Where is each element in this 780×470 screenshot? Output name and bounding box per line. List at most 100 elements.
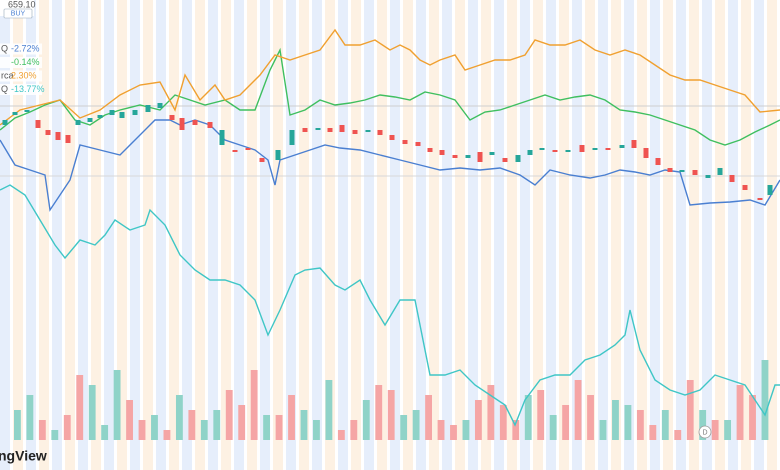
stripe	[754, 0, 764, 470]
stripe	[637, 0, 647, 470]
volume-bar	[63, 415, 71, 440]
volume-bar	[612, 400, 619, 440]
legend-bg	[0, 84, 42, 95]
volume-bar	[425, 395, 432, 440]
stripe	[312, 0, 322, 470]
buy-label[interactable]: BUY	[11, 10, 26, 17]
candle-body	[207, 122, 213, 128]
legend-change: 2.30%	[11, 70, 37, 80]
volume-bar	[724, 420, 732, 440]
stripe	[676, 0, 686, 470]
candle-body	[742, 185, 748, 190]
legend-bg	[0, 57, 42, 68]
stripe	[689, 0, 699, 470]
badge-label[interactable]: D	[702, 429, 707, 436]
volume-bar	[400, 415, 408, 440]
stripe	[650, 0, 660, 470]
stripe	[260, 0, 270, 470]
candle-body	[565, 150, 571, 152]
volume-bar	[250, 370, 258, 440]
volume-bar	[699, 410, 707, 440]
candle-body	[705, 175, 711, 178]
candle-body	[679, 170, 685, 172]
candle-body	[552, 150, 558, 152]
stripe	[78, 0, 88, 470]
volume-bar	[462, 420, 470, 440]
legend-bg	[0, 70, 42, 82]
legend-change: -2.72%	[11, 43, 40, 53]
compare-lines	[0, 28, 780, 427]
stripe	[91, 0, 101, 470]
compare-line	[0, 184, 780, 427]
candle-body	[415, 142, 421, 146]
stripe	[611, 0, 621, 470]
volume-bar	[487, 385, 495, 440]
volume-bar	[512, 420, 520, 440]
candle-body	[502, 158, 508, 162]
volume-bar	[674, 430, 682, 440]
volume-bar	[213, 410, 221, 440]
candle-body	[352, 130, 358, 134]
volume-bar	[163, 430, 171, 440]
candle-body	[389, 135, 395, 140]
badge[interactable]	[698, 425, 712, 439]
stripe	[13, 0, 23, 470]
candle-body	[365, 130, 371, 132]
volume-bar	[375, 385, 383, 440]
price: 659.10	[8, 0, 36, 9]
stripe	[130, 0, 140, 470]
stripe	[247, 0, 257, 470]
stripe	[390, 0, 400, 470]
volume-bar	[549, 415, 557, 440]
stripe	[507, 0, 517, 470]
volume-bar	[14, 410, 21, 440]
volume-bar	[574, 380, 582, 440]
candle-body	[692, 170, 698, 175]
volume-bar	[138, 420, 146, 440]
stripe	[325, 0, 335, 470]
volume-bar	[437, 420, 445, 440]
candle-body	[452, 155, 458, 158]
stripe	[416, 0, 426, 470]
stripe	[598, 0, 608, 470]
stripe	[234, 0, 244, 470]
candle-body	[377, 130, 383, 135]
candle-body	[192, 120, 198, 125]
volume-bar	[101, 425, 109, 440]
candle-body	[97, 115, 103, 118]
candle-body	[757, 198, 763, 200]
candle-body	[315, 128, 321, 130]
stripe	[520, 0, 530, 470]
candle-body	[527, 150, 533, 155]
legend-name: Q	[1, 84, 8, 94]
stripe	[52, 0, 62, 470]
stripe	[585, 0, 595, 470]
candle-body	[477, 152, 483, 162]
candle-body	[75, 120, 81, 125]
stripe	[338, 0, 348, 470]
stripe	[741, 0, 751, 470]
volume-bar	[636, 410, 644, 440]
stripe	[429, 0, 439, 470]
candle-body	[219, 130, 225, 145]
candle-body	[489, 152, 495, 155]
stripe	[403, 0, 413, 470]
candle-body	[145, 105, 151, 112]
buy-button[interactable]	[3, 8, 33, 19]
candle-body	[179, 118, 185, 130]
watermark: ngView	[0, 448, 47, 464]
candle-body	[24, 110, 30, 112]
stripe	[455, 0, 465, 470]
volume-bar	[200, 420, 208, 440]
candle-body	[515, 155, 521, 162]
volume-bar	[275, 415, 283, 440]
volume-bar	[76, 375, 84, 440]
candle-body	[289, 130, 295, 145]
candle-body	[119, 112, 125, 118]
stripe	[299, 0, 309, 470]
volume-bar	[599, 420, 607, 440]
volume-bar	[126, 400, 133, 440]
volume-bar	[761, 360, 769, 440]
